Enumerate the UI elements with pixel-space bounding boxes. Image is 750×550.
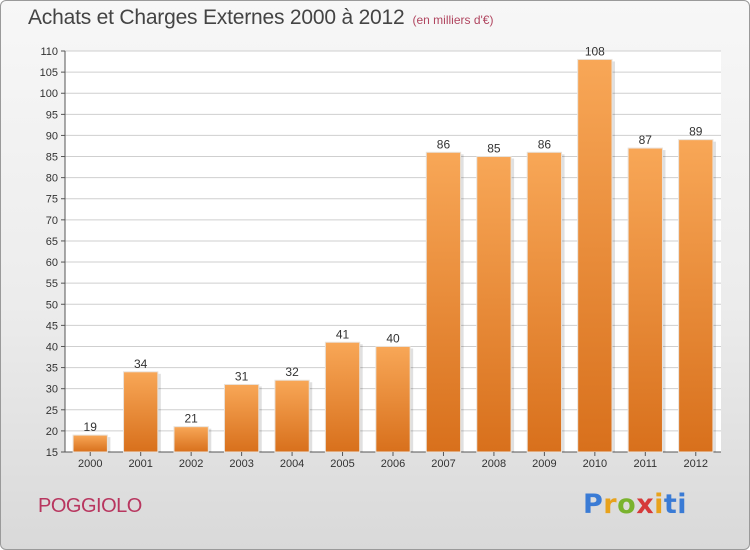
bar (72, 434, 108, 453)
x-tick-label: 2005 (330, 458, 354, 470)
y-tick-label: 55 (46, 278, 58, 290)
x-tick-label: 2006 (381, 458, 405, 470)
y-tick-label: 25 (46, 405, 58, 417)
y-tick-label: 20 (46, 426, 58, 438)
bar (627, 147, 663, 453)
value-label: 85 (487, 142, 501, 156)
x-tick-label: 2012 (684, 458, 708, 470)
value-label: 89 (689, 125, 703, 139)
logo-letter: r (603, 489, 618, 520)
x-tick-label: 2001 (128, 458, 152, 470)
value-label: 31 (235, 369, 249, 383)
y-tick-label: 30 (46, 384, 58, 396)
y-tick-label: 65 (46, 236, 58, 248)
y-tick-label: 75 (46, 194, 58, 206)
value-label: 108 (585, 44, 605, 58)
x-tick-label: 2009 (532, 458, 556, 470)
value-label: 40 (386, 331, 400, 345)
bar (223, 383, 260, 453)
bar (375, 345, 411, 453)
y-tick-label: 35 (46, 363, 58, 375)
chart-title-text: Achats et Charges Externes 2000 à 2012 (28, 6, 405, 29)
y-tick-label: 50 (46, 299, 58, 311)
y-tick-label: 85 (46, 152, 58, 164)
logo-letter: i (654, 489, 664, 520)
x-tick-label: 2007 (431, 458, 455, 470)
y-tick-label: 105 (40, 67, 58, 79)
y-tick-label: 80 (46, 173, 58, 185)
x-tick-label: 2002 (179, 458, 203, 470)
value-label: 19 (84, 420, 98, 434)
x-tick-label: 2010 (583, 458, 607, 470)
value-label: 87 (639, 133, 653, 147)
bar (123, 371, 159, 453)
x-tick-label: 2011 (633, 458, 657, 470)
value-label: 86 (538, 137, 552, 151)
x-tick-label: 2000 (78, 458, 102, 470)
x-tick-label: 2004 (280, 458, 304, 470)
bar (324, 341, 361, 453)
chart-subtitle: (en milliers d'€) (412, 13, 494, 27)
value-label: 34 (134, 357, 148, 371)
proxiti-logo: Proxiti (583, 489, 687, 520)
bar (425, 151, 462, 453)
bar (173, 426, 209, 453)
place-name: POGGIOLO (38, 495, 142, 517)
y-tick-label: 95 (46, 109, 58, 121)
y-tick-label: 100 (40, 88, 58, 100)
bar (577, 58, 613, 453)
bar (274, 379, 310, 453)
y-tick-label: 60 (46, 257, 58, 269)
x-tick-label: 2008 (482, 458, 506, 470)
logo-letter: x (636, 489, 655, 520)
y-tick-label: 40 (46, 341, 58, 353)
logo-letter: o (617, 489, 637, 520)
logo-letter: P (583, 489, 604, 520)
y-tick-label: 15 (46, 447, 58, 459)
bar (476, 156, 512, 453)
y-tick-label: 70 (46, 215, 58, 227)
value-label: 32 (285, 365, 299, 379)
bar (526, 151, 563, 453)
value-label: 41 (336, 327, 350, 341)
y-tick-label: 45 (46, 320, 58, 332)
y-tick-label: 110 (40, 46, 58, 58)
y-tick-label: 90 (46, 130, 58, 142)
bar (678, 139, 714, 453)
chart-title: Achats et Charges Externes 2000 à 2012 (e… (28, 6, 493, 30)
value-label: 21 (184, 412, 198, 426)
logo-letter: ti (663, 489, 688, 520)
x-tick-label: 2003 (229, 458, 253, 470)
value-label: 86 (437, 137, 451, 151)
